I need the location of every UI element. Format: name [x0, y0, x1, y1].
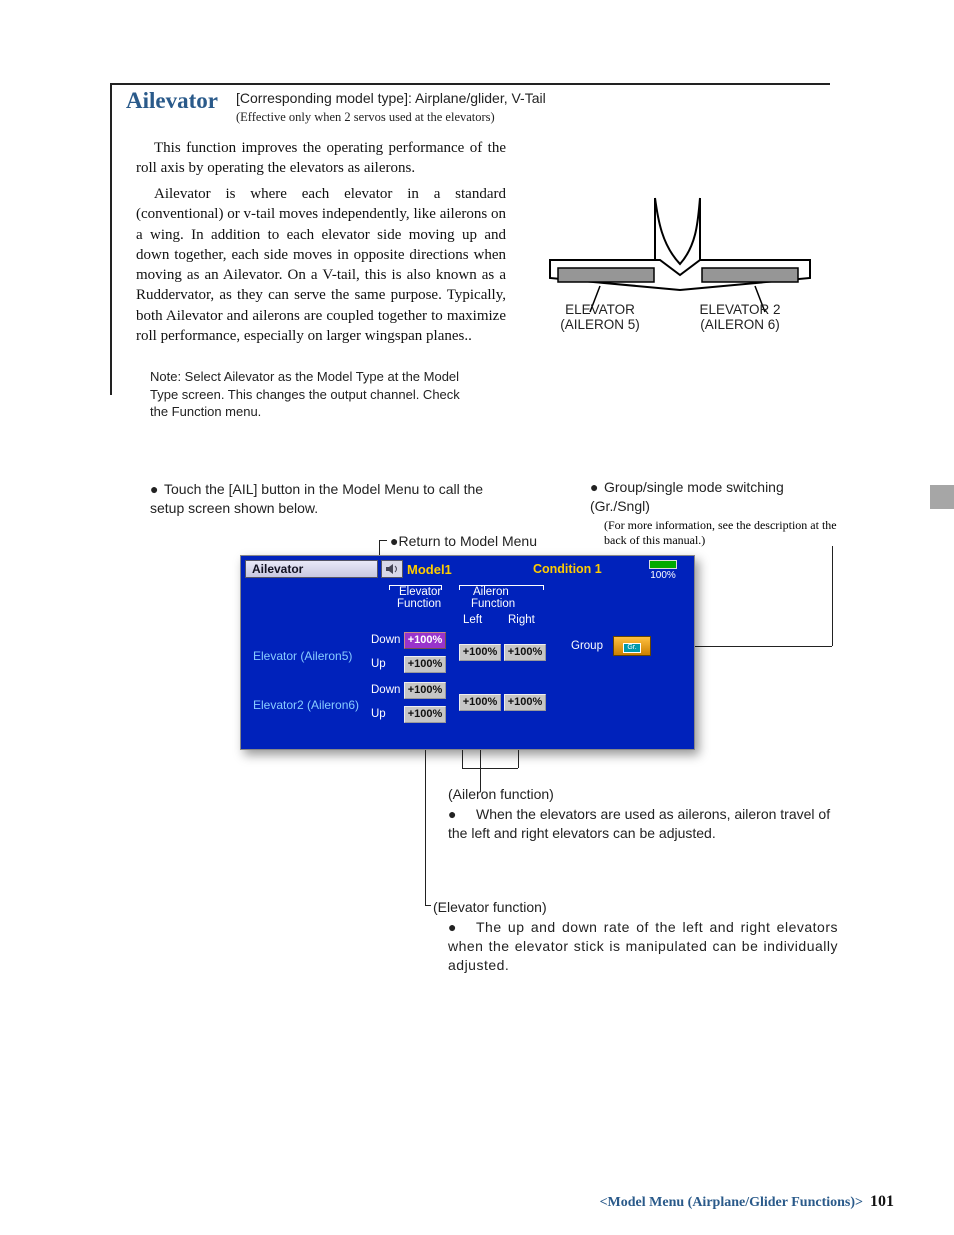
callout-line [462, 750, 463, 768]
screenshot-panel: Ailevator Model1 Condition 1 100% Elevat… [240, 555, 695, 750]
tail-label-right-l2: (AILERON 6) [700, 317, 780, 332]
row-label-elev2: Elevator2 (Aileron6) [253, 698, 359, 712]
instruction-left-text: Touch the [AIL] button in the Model Menu… [150, 481, 483, 516]
callout-aileron-body: ●When the elevators are used as ailerons… [448, 805, 838, 843]
page: Ailevator [Corresponding model type]: Ai… [0, 0, 954, 1235]
footer: <Model Menu (Airplane/Glider Functions)>… [0, 1193, 894, 1211]
battery-text: 100% [639, 570, 687, 581]
footer-section: <Model Menu (Airplane/Glider Functions)> [600, 1195, 863, 1210]
callout-return: ●Return to Model Menu [390, 533, 537, 549]
dir-down: Down [371, 634, 400, 646]
value-r2-down[interactable]: +100% [404, 682, 446, 699]
screen-title[interactable]: Ailevator [245, 560, 378, 578]
rule-top [110, 83, 830, 85]
model-name[interactable]: Model1 [407, 562, 452, 577]
rule-left [110, 85, 112, 395]
row-label-elev1: Elevator (Aileron5) [253, 649, 352, 663]
header-elevator-function-l1: Elevator [399, 586, 441, 598]
callout-return-text: Return to Model Menu [398, 533, 537, 549]
header-elevator-function-l2: Function [397, 598, 441, 610]
instruction-right-small: (For more information, see the descripti… [604, 518, 844, 548]
bracket [459, 585, 460, 590]
callout-line [379, 540, 387, 541]
dir-up: Up [371, 708, 386, 720]
tail-label-left-l1: ELEVATOR [565, 302, 635, 317]
callout-elevator-title: (Elevator function) [433, 898, 547, 917]
callout-line [518, 750, 519, 768]
group-button-text: Gr. [623, 643, 641, 653]
bracket [543, 585, 544, 590]
dir-up: Up [371, 658, 386, 670]
header-left: Left [463, 614, 482, 626]
header-aileron-function-l2: Function [471, 598, 515, 610]
callout-aileron-text: When the elevators are used as ailerons,… [448, 806, 830, 841]
bracket [389, 585, 390, 590]
footer-page: 101 [870, 1193, 894, 1210]
condition-name[interactable]: Condition 1 [533, 562, 602, 576]
value-r2-right[interactable]: +100% [504, 694, 546, 711]
callout-elevator-text: The up and down rate of the left and rig… [448, 919, 838, 973]
tail-label-left-l2: (AILERON 5) [560, 317, 640, 332]
group-label: Group [571, 640, 603, 652]
header-aileron-function-l1: Aileron [473, 586, 509, 598]
instruction-right: ●Group/single mode switching (Gr./Sngl) [590, 478, 840, 516]
tail-label-right-l1: ELEVATOR 2 [699, 302, 780, 317]
group-button[interactable]: Gr. [613, 636, 651, 656]
header-right: Right [508, 614, 535, 626]
callout-line [425, 905, 431, 906]
callout-aileron-title: (Aileron function) [448, 785, 554, 804]
page-title: Ailevator [126, 88, 218, 114]
value-r1-left[interactable]: +100% [459, 644, 501, 661]
side-tab [930, 485, 954, 509]
instruction-left: ●Touch the [AIL] button in the Model Men… [150, 480, 490, 518]
page-subtitle: [Corresponding model type]: Airplane/gli… [236, 90, 546, 106]
tail-label-right: ELEVATOR 2 (AILERON 6) [680, 302, 800, 332]
bullet-icon: ● [448, 805, 462, 824]
tail-label-left: ELEVATOR (AILERON 5) [540, 302, 660, 332]
dir-down: Down [371, 684, 400, 696]
callout-line [462, 768, 518, 769]
bullet-icon: ● [150, 480, 164, 499]
instruction-right-text: Group/single mode switching (Gr./Sngl) [590, 479, 784, 514]
value-r1-down[interactable]: +100% [404, 632, 446, 649]
battery-indicator: 100% [639, 560, 687, 578]
page-subtext: (Effective only when 2 servos used at th… [236, 110, 495, 125]
bullet-icon: ● [448, 918, 462, 937]
paragraph-desc: Ailevator is where each elevator in a st… [136, 184, 506, 346]
bullet-icon: ● [590, 478, 604, 497]
value-r2-up[interactable]: +100% [404, 706, 446, 723]
battery-bar [649, 560, 677, 569]
callout-line [832, 546, 833, 646]
note-text: Note: Select Ailevator as the Model Type… [150, 368, 480, 421]
value-r1-right[interactable]: +100% [504, 644, 546, 661]
value-r2-left[interactable]: +100% [459, 694, 501, 711]
callout-elevator-body: ●The up and down rate of the left and ri… [448, 918, 838, 975]
callout-line [425, 750, 426, 905]
value-r1-up[interactable]: +100% [404, 656, 446, 673]
sound-icon[interactable] [381, 560, 403, 578]
paragraph-intro: This function improves the operating per… [136, 138, 506, 179]
